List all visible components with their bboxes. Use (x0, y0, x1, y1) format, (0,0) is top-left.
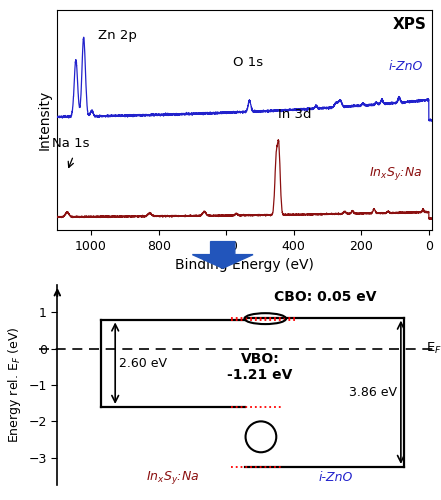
Text: In$_x$S$_y$:Na: In$_x$S$_y$:Na (146, 469, 200, 486)
Text: XPS: XPS (392, 16, 426, 32)
Text: i-ZnO: i-ZnO (318, 471, 353, 484)
X-axis label: Binding Energy (eV): Binding Energy (eV) (176, 258, 314, 272)
Text: VBO:
-1.21 eV: VBO: -1.21 eV (227, 352, 292, 382)
Y-axis label: Energy rel. E$_F$ (eV): Energy rel. E$_F$ (eV) (6, 326, 23, 444)
Text: 2.60 eV: 2.60 eV (119, 356, 167, 370)
Text: Zn 2p: Zn 2p (98, 29, 137, 42)
Text: CBO: 0.05 eV: CBO: 0.05 eV (274, 290, 376, 304)
Text: Na 1s: Na 1s (52, 138, 90, 150)
Text: O 1s: O 1s (233, 56, 263, 68)
FancyArrow shape (192, 242, 253, 268)
Text: E$_F$: E$_F$ (426, 341, 441, 356)
Y-axis label: Intensity: Intensity (38, 90, 52, 150)
Text: 3.86 eV: 3.86 eV (349, 386, 397, 399)
Text: i-ZnO: i-ZnO (389, 60, 423, 73)
Text: In$_x$S$_y$:Na: In$_x$S$_y$:Na (370, 165, 423, 182)
Text: In 3d: In 3d (277, 108, 311, 121)
